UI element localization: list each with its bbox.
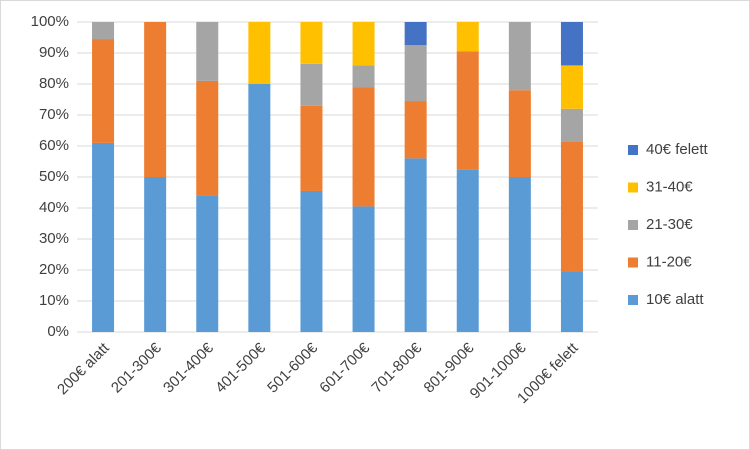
legend-label: 31-40€ (646, 178, 693, 195)
bar-segment (196, 22, 219, 81)
bar-segment (352, 22, 375, 66)
bar-segment (404, 22, 427, 46)
y-tick-label: 100% (31, 13, 69, 30)
legend-label: 21-30€ (646, 216, 693, 233)
bar-segment (300, 190, 323, 332)
legend-label: 40€ felett (646, 141, 709, 158)
bar-segment (456, 22, 479, 52)
bar-segment (560, 65, 583, 109)
bar-segment (144, 177, 167, 332)
legend-swatch (628, 220, 638, 230)
legend-swatch (628, 295, 638, 305)
y-tick-label: 50% (39, 168, 69, 185)
bar-segment (560, 22, 583, 66)
bar-segment (352, 65, 375, 88)
bar-segment (456, 51, 479, 170)
y-tick-label: 40% (39, 199, 69, 216)
bar-segment (560, 108, 583, 142)
bar-segment (300, 105, 323, 191)
y-tick-label: 70% (39, 106, 69, 123)
bar-segment (404, 101, 427, 159)
legend-swatch (628, 257, 638, 268)
bar-segment (456, 169, 479, 332)
bar-segment (508, 177, 531, 332)
y-tick-label: 0% (47, 323, 69, 340)
bar-segment (248, 84, 271, 332)
legend-swatch (628, 182, 638, 193)
y-tick-label: 90% (39, 44, 69, 61)
y-tick-label: 30% (39, 230, 69, 247)
bar-segment (560, 271, 583, 332)
bar-segment (404, 158, 427, 332)
y-tick-label: 80% (39, 75, 69, 92)
bar-segment (196, 195, 219, 332)
legend-label: 10€ alatt (646, 291, 704, 308)
bar-segment (300, 63, 323, 106)
bar-segment (300, 22, 323, 64)
bar-segment (92, 39, 115, 143)
bar-segment (196, 80, 219, 196)
bar-segment (92, 22, 115, 40)
legend-label: 11-20€ (646, 253, 692, 270)
y-tick-label: 60% (39, 137, 69, 154)
bar-segment (144, 22, 167, 177)
bar-segment (508, 22, 531, 91)
bar-segment (560, 141, 583, 272)
bar-segment (404, 45, 427, 102)
bar-segment (352, 87, 375, 207)
legend-swatch (628, 145, 638, 155)
bar-segment (248, 22, 271, 84)
bar-segment (508, 90, 531, 177)
bar-segment (92, 142, 115, 332)
y-tick-label: 10% (39, 292, 69, 309)
bar-segment (352, 206, 375, 332)
y-tick-label: 20% (39, 261, 69, 278)
